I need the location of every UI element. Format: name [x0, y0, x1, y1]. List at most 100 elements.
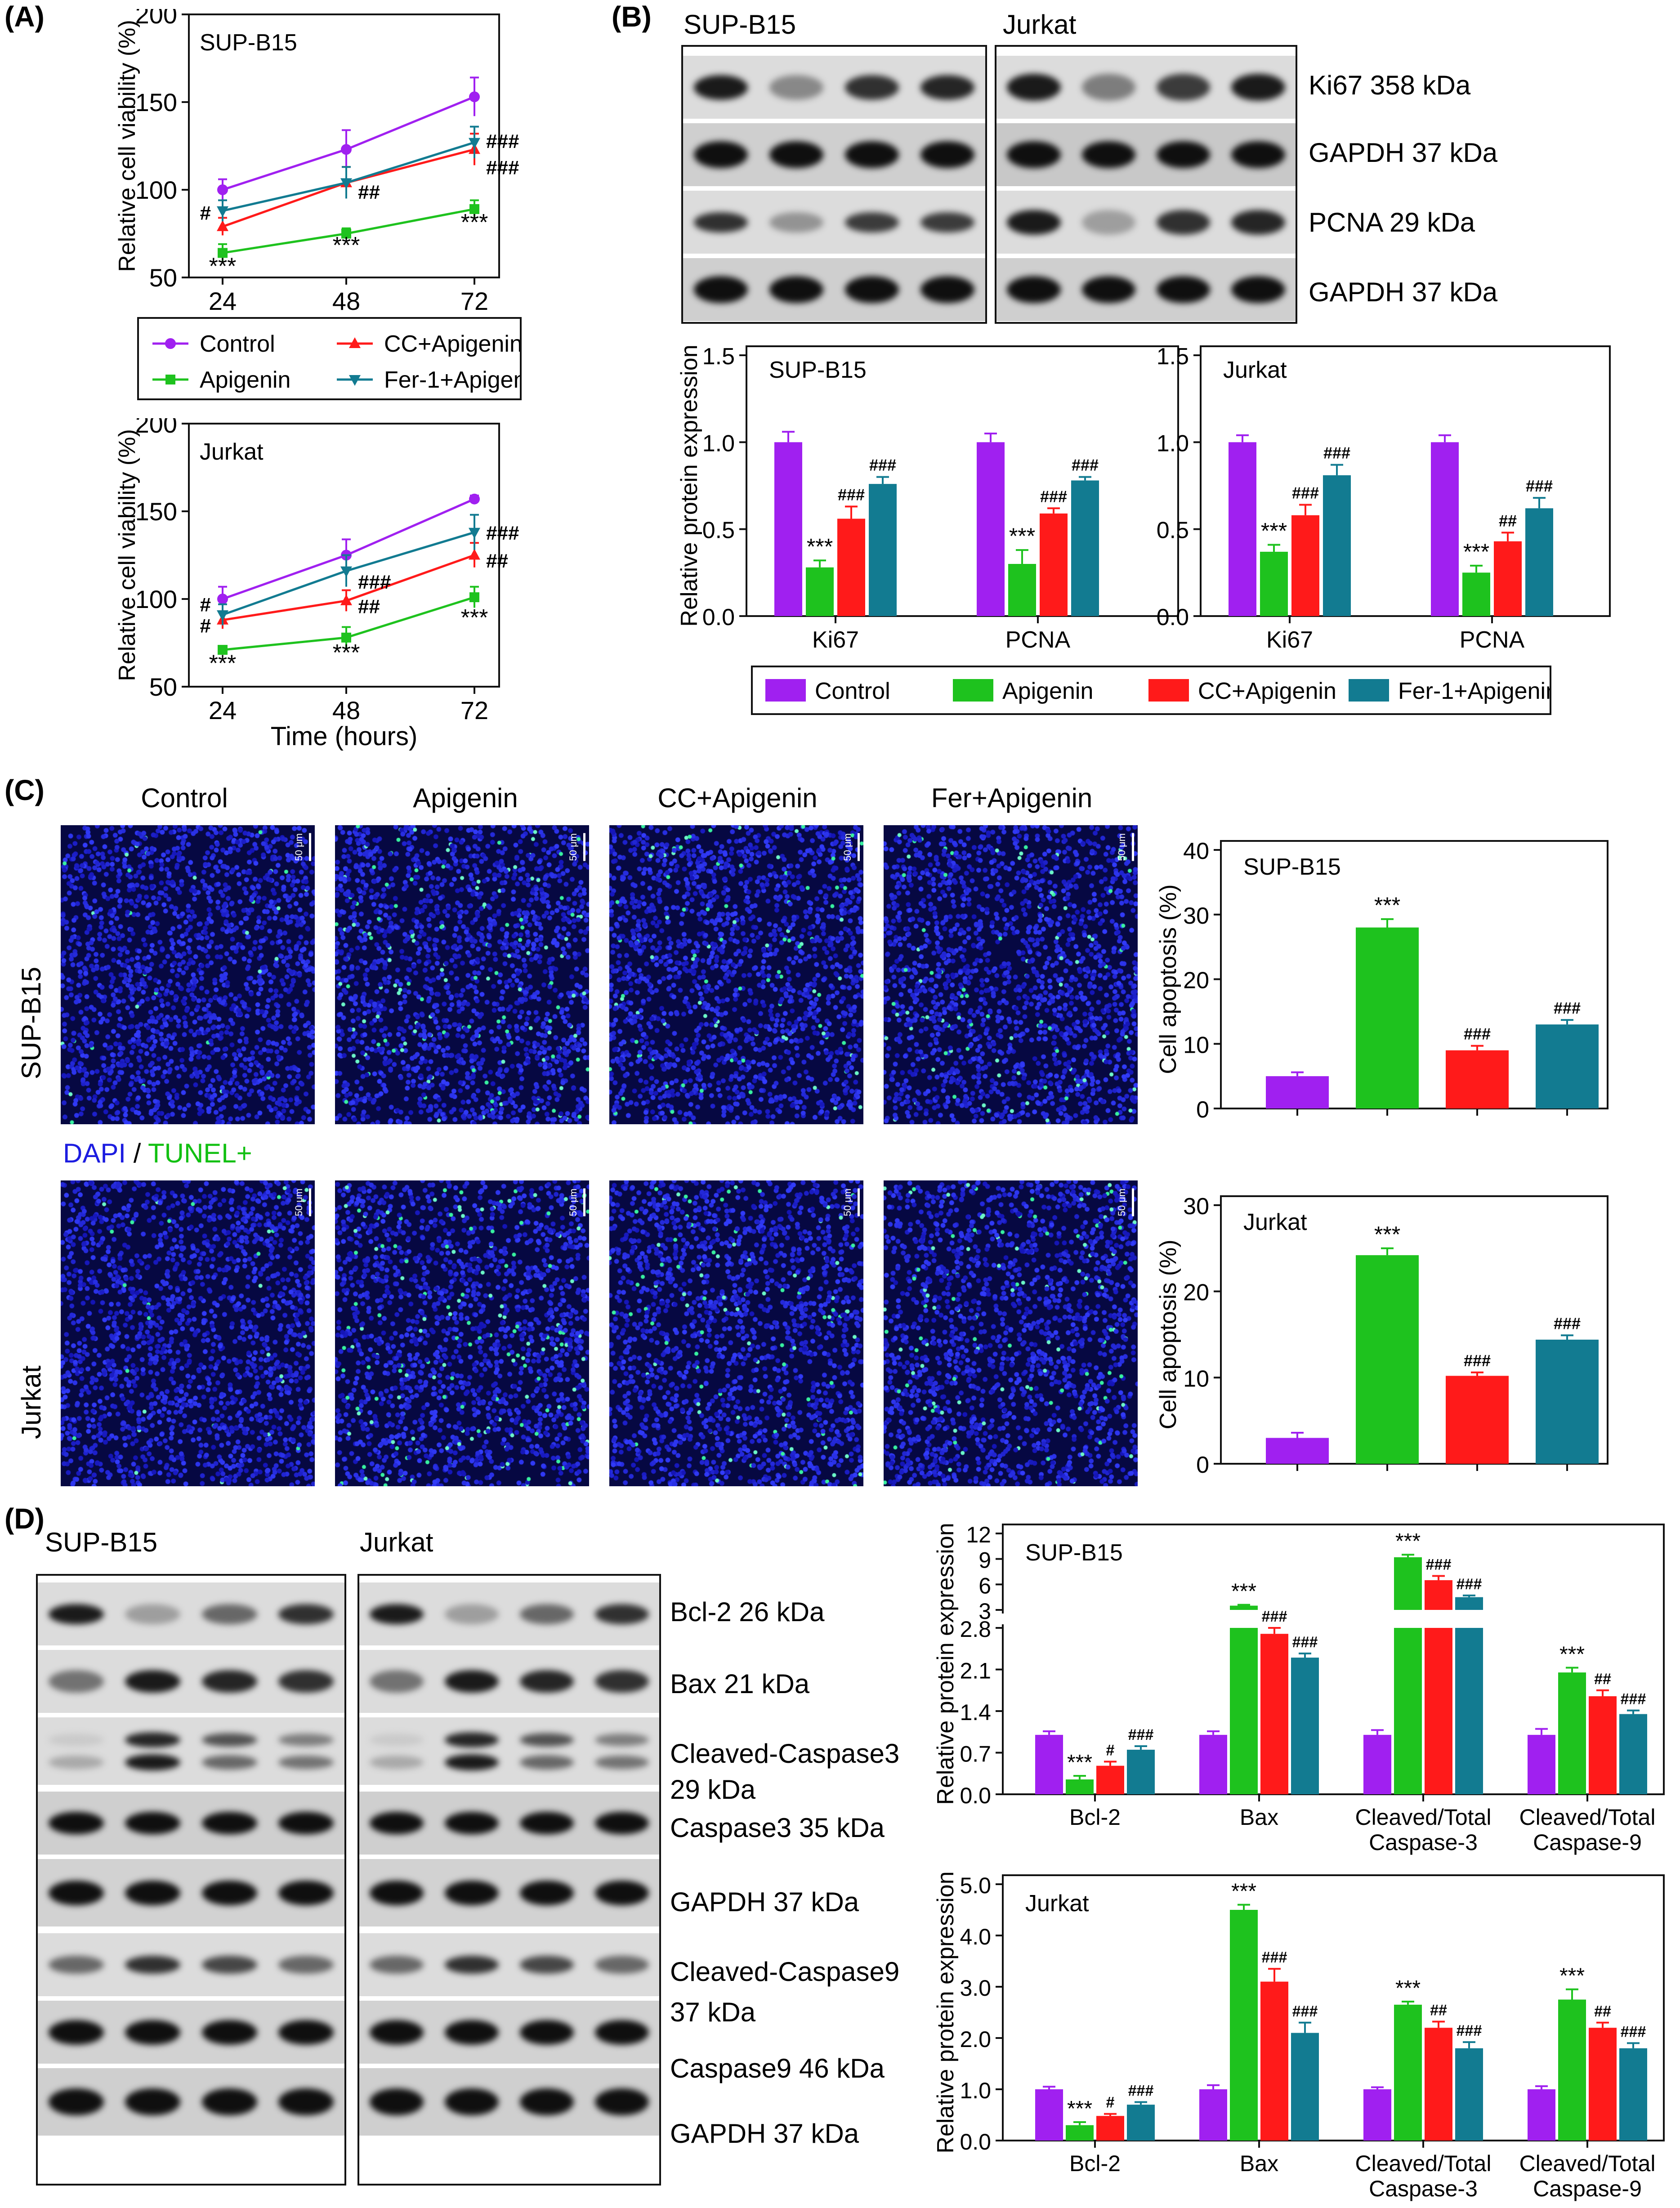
blot-strip: [38, 1650, 344, 1713]
blot-band: [125, 1732, 181, 1748]
blot-band: [125, 1956, 181, 1974]
marker-fer-apigenin: [340, 566, 352, 577]
blot-strip: [683, 123, 985, 186]
blot-band: [594, 1956, 649, 1974]
marker-control: [341, 144, 352, 155]
y-axis-label: Cell apoptosis (%): [1155, 1240, 1181, 1430]
blot-band: [445, 1956, 499, 1974]
y-tick-label: 0: [1196, 1097, 1209, 1123]
micrograph-sup-b15-control: 50 μm: [61, 825, 315, 1124]
blot-band: [844, 212, 899, 232]
marker-fer-apigenin: [469, 527, 480, 539]
y-tick-label: 10: [1183, 1032, 1209, 1058]
bar: [1558, 1672, 1586, 1794]
micrograph-canvas: [61, 825, 315, 1124]
significance-mark: ***: [1559, 1964, 1585, 1988]
bar: [1462, 572, 1490, 616]
x-tick-label: Caspase-3: [1369, 1830, 1478, 1855]
x-tick-label: PCNA: [1005, 627, 1071, 653]
legend-a-svg: Control Apigenin CC+Apigenin Fer-1+Apigenin: [152, 331, 545, 393]
significance-mark: ##: [486, 550, 508, 572]
bar: [1230, 1910, 1258, 2141]
blot-band: [594, 2020, 649, 2045]
blot-band: [693, 276, 748, 303]
significance-mark: ###: [1323, 444, 1350, 462]
x-tick-label: Bax: [1240, 1805, 1278, 1830]
panel-label-b: (B): [612, 0, 652, 33]
blot-band: [278, 1880, 334, 1905]
row-label-sup-b15: SUP-B15: [16, 966, 46, 1079]
bar: [1035, 1734, 1063, 1794]
inset-label: Jurkat: [200, 439, 264, 465]
bar: [837, 518, 865, 616]
significance-mark: ###: [486, 156, 519, 179]
x-tick-label: Caspase-9: [1533, 2176, 1642, 2201]
bar: [1229, 442, 1256, 616]
blot-strip: [996, 258, 1296, 321]
bar: [1096, 1766, 1124, 1794]
x-tick-label: 48: [332, 696, 360, 724]
inset-label: Jurkat: [1243, 1209, 1307, 1235]
significance-mark: ###: [1526, 477, 1553, 495]
micrograph-sup-b15-fer-apigenin: 50 μm: [884, 825, 1138, 1124]
y-tick-label: 30: [1183, 903, 1209, 929]
inset-label: Jurkat: [1223, 357, 1287, 383]
blot-band: [1231, 74, 1285, 101]
significance-mark: ***: [209, 254, 237, 280]
viability-chart-sup-b15: 50 100 150 200 24 48 72 SUP-B15 Relative cell vi…: [114, 9, 519, 315]
blot-band: [594, 1670, 649, 1693]
blot-strip: [359, 1582, 659, 1645]
micrograph-canvas: [609, 825, 863, 1124]
western-blot-b-sup-b15: [681, 45, 987, 324]
y-tick-label: 40: [1183, 838, 1209, 864]
blot-band: [769, 75, 824, 100]
blot-strip: [359, 1933, 659, 1996]
bar: [1446, 1050, 1509, 1108]
blot-strip: [359, 2068, 659, 2136]
y-tick-label: 1.0: [702, 430, 735, 456]
blot-b-label-ki67: Ki67 358 kDa: [1309, 70, 1471, 100]
blot-d-label-caspase3: Caspase3 35 kDa: [670, 1813, 885, 1843]
blot-band: [844, 276, 899, 303]
blot-d-label-bax: Bax 21 kDa: [670, 1669, 810, 1699]
bar: [1260, 1634, 1288, 1794]
y-tick-label: 3: [979, 1599, 991, 1624]
blot-band: [920, 141, 975, 168]
y-tick-label: 5.0: [960, 1873, 991, 1898]
marker-apigenin: [165, 375, 175, 384]
x-tick-label: Caspase-3: [1369, 2176, 1478, 2201]
x-tick-label: Cleaved/Total: [1355, 1805, 1492, 1830]
significance-mark: ###: [1621, 2023, 1646, 2040]
stain-sep: /: [126, 1138, 148, 1168]
significance-mark: ###: [1072, 456, 1099, 474]
bar: [1356, 927, 1419, 1108]
blot-band: [201, 2020, 257, 2045]
blot-band: [445, 1604, 499, 1624]
blot-band: [201, 1956, 257, 1974]
y-tick-label: 1.0: [960, 2078, 991, 2103]
blot-d-title-sup-b15: SUP-B15: [45, 1527, 158, 1557]
blot-band: [370, 2020, 424, 2045]
inset-label: SUP-B15: [200, 30, 297, 56]
bar: [1589, 1696, 1617, 1794]
stain-dapi: DAPI: [63, 1138, 126, 1168]
x-tick-label: Bax: [1240, 2151, 1278, 2176]
micrograph-canvas: [335, 1180, 589, 1486]
legend-swatch: [953, 679, 993, 702]
blot-band: [519, 1604, 574, 1624]
x-tick-label: 48: [332, 287, 360, 315]
col-label-apigenin: Apigenin: [413, 783, 518, 813]
blot-band: [125, 1604, 181, 1624]
blot-band: [1081, 141, 1136, 168]
y-tick-label: 150: [135, 497, 177, 526]
y-tick-label: 0: [1196, 1452, 1209, 1478]
blot-band: [445, 1754, 499, 1770]
y-tick-label: 0.0: [960, 1783, 991, 1808]
blot-band: [48, 1756, 104, 1769]
blot-band: [594, 1734, 649, 1746]
blot-band: [370, 1812, 424, 1834]
blot-band: [920, 276, 975, 303]
significance-mark: #: [1106, 1742, 1115, 1759]
significance-mark: ***: [1231, 1880, 1256, 1904]
